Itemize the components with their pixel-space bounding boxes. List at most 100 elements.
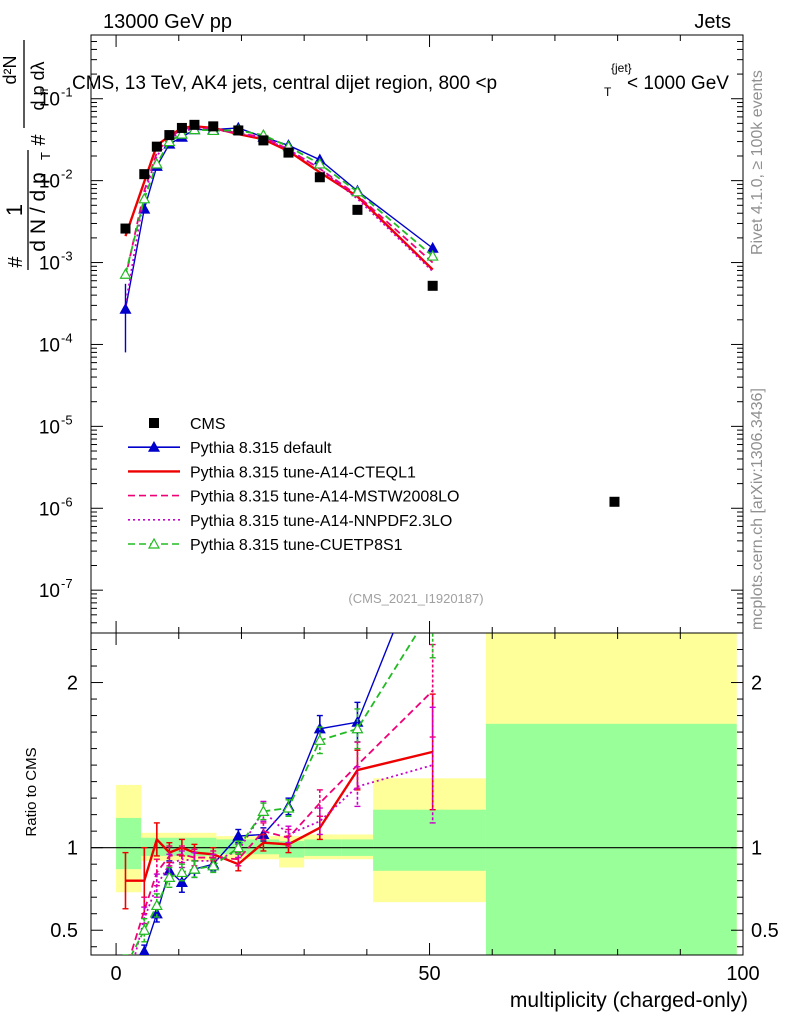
ratio-marker-0 [428, 529, 438, 538]
rivet-label: Rivet 4.1.0, ≥ 100k events [749, 70, 766, 255]
svg-text:#: # [28, 134, 50, 146]
ratio-panel-frame [90, 632, 744, 956]
data-point [189, 119, 200, 130]
data-point [120, 223, 131, 234]
main-series-layer [119, 119, 620, 507]
y-tick-label: 10 [39, 90, 60, 111]
legend-marker [149, 418, 159, 428]
svg-text:{jet}: {jet} [611, 61, 632, 75]
category-label: Jets [694, 11, 731, 33]
ratio-tick-label-right: 1 [751, 838, 762, 860]
ratio-marker-4 [207, 859, 220, 871]
ratio-marker-0 [138, 945, 150, 955]
ratio-y-axis-label: Ratio to CMS [23, 747, 40, 836]
uncertainty-bands [116, 633, 737, 955]
y-tick-label: 10 [39, 499, 60, 520]
svg-text:1: 1 [2, 204, 27, 216]
svg-text:T: T [38, 152, 53, 160]
x-tick-label: 50 [418, 963, 440, 985]
ratio-tick-label: 2 [67, 673, 78, 695]
main-panel-frame [90, 34, 744, 634]
ratio-tick-label-right: 0.5 [751, 920, 779, 942]
svg-text:< 1000 GeV: < 1000 GeV [627, 73, 729, 94]
series-marker-4 [313, 157, 326, 169]
ratio-tick-label: 0.5 [50, 920, 78, 942]
main-y-axis-label: 1 d N / d p T # # d²N d p dλ T [0, 40, 53, 270]
y-tick-label: 10 [39, 581, 60, 602]
ratio-marker-0 [232, 829, 245, 841]
ratio-marker-4 [175, 866, 188, 878]
legend-label: Pythia 8.315 tune-CUETP8S1 [190, 537, 403, 554]
ratio-marker-0 [120, 991, 130, 1000]
svg-text:d N / d p: d N / d p [27, 172, 50, 251]
ratio-marker-4 [313, 734, 326, 745]
ratio-series-layer [120, 529, 438, 1000]
svg-text:T: T [39, 86, 51, 93]
series-marker-4 [119, 267, 132, 279]
chart-title: CMS, 13 TeV, AK4 jets, central dijet reg… [72, 61, 729, 99]
ratio-marker-4 [188, 862, 201, 874]
data-point [427, 280, 438, 291]
ratio-tick-label: 1 [67, 838, 78, 860]
y-tick-exponent: -1 [61, 85, 73, 100]
data-point [314, 172, 325, 183]
series-marker-4 [138, 192, 151, 204]
legend-label: Pythia 8.315 tune-A14-MSTW2008LO [190, 489, 459, 506]
x-tick-label: 100 [726, 963, 759, 985]
legend: CMS Pythia 8.315 default Pythia 8.315 tune… [128, 416, 459, 554]
ratio-marker-4 [150, 899, 163, 911]
band-inner [116, 817, 142, 870]
data-point [139, 169, 150, 180]
data-point [164, 130, 175, 141]
data-point [283, 147, 294, 158]
legend-marker [147, 537, 161, 549]
series-line-0 [124, 127, 434, 310]
x-axis-label: multiplicity (charged-only) [510, 989, 748, 1012]
ratio-marker-4 [138, 923, 151, 935]
y-tick-label: 10 [39, 254, 60, 275]
ratio-marker-4 [232, 841, 245, 853]
svg-text:d²N: d²N [0, 55, 20, 84]
series-line-2 [124, 126, 434, 279]
ratio-marker-4 [257, 805, 270, 816]
legend-label: CMS [190, 416, 226, 433]
band-inner [485, 723, 737, 955]
ratio-tick-label-right: 2 [751, 673, 762, 695]
data-point [176, 122, 187, 133]
legend-marker [147, 440, 161, 452]
y-tick-label: 10 [39, 417, 60, 438]
svg-text:CMS, 13 TeV, AK4 jets, central: CMS, 13 TeV, AK4 jets, central dijet reg… [72, 73, 497, 94]
series-line-4 [124, 128, 434, 275]
y-tick-exponent: -7 [61, 576, 73, 591]
legend-label: Pythia 8.315 tune-A14-NNPDF2.3LO [190, 513, 452, 530]
y-tick-exponent: -4 [61, 330, 73, 345]
ratio-marker-0 [175, 876, 188, 887]
y-tick-exponent: -3 [61, 249, 73, 264]
source-tag: (CMS_2021_I1920187) [348, 591, 483, 606]
data-point [233, 125, 244, 136]
svg-text:d p dλ: d p dλ [28, 61, 48, 110]
ratio-marker-4 [351, 722, 364, 734]
svg-text:#: # [5, 256, 27, 268]
ratio-marker-4 [163, 871, 176, 882]
y-tick-label: 10 [39, 172, 60, 193]
series-marker-4 [163, 135, 176, 147]
data-point [208, 121, 219, 132]
y-tick-exponent: -5 [61, 412, 73, 427]
ratio-marker-4 [282, 801, 295, 813]
data-point [609, 496, 620, 507]
series-marker-4 [426, 249, 439, 261]
series-marker-4 [351, 185, 364, 197]
x-tick-label: 0 [111, 963, 122, 985]
data-point [258, 135, 269, 146]
legend-label: Pythia 8.315 tune-A14-CTEQL1 [190, 464, 416, 481]
band-inner [373, 809, 486, 871]
band-inner [216, 839, 280, 855]
y-tick-exponent: -6 [61, 494, 73, 509]
y-tick-exponent: -2 [61, 167, 73, 182]
legend-label: Pythia 8.315 default [190, 440, 332, 457]
data-point [352, 204, 363, 215]
ratio-marker-4 [120, 962, 130, 971]
